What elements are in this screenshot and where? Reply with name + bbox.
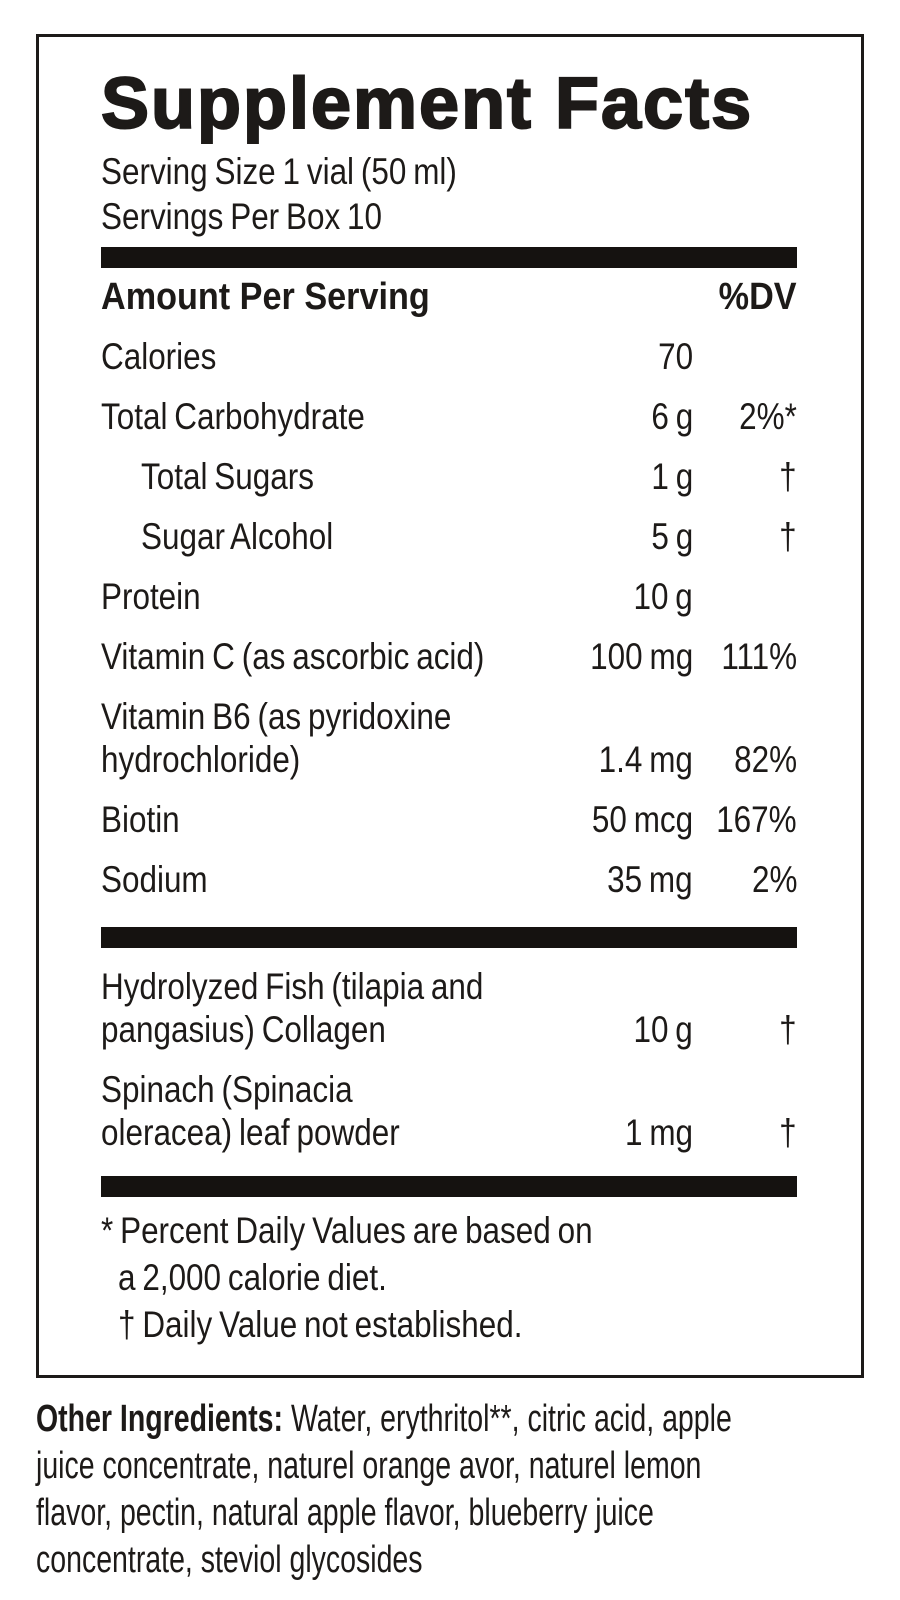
divider-bar-middle	[101, 927, 797, 948]
row-sugar-alcohol: Sugar Alcohol 5 g †	[101, 515, 797, 558]
row-total-sugars: Total Sugars 1 g †	[101, 455, 797, 498]
row-biotin: Biotin 50 mcg 167%	[101, 798, 797, 841]
nutrient-name: Vitamin B6 (as pyridoxine hydrochloride)	[101, 696, 452, 780]
nutrient-amount: 10 g	[633, 576, 693, 617]
nutrient-name: Hydrolyzed Fish (tilapia and pangasius) …	[101, 966, 484, 1050]
nutrient-dv: 167%	[716, 799, 797, 840]
nutrient-amount: 1.4 mg	[598, 739, 693, 780]
footnote-not-established: † Daily Value not established.	[118, 1304, 523, 1345]
nutrient-amount: 100 mg	[589, 636, 693, 677]
row-fish-collagen: Hydrolyzed Fish (tilapia and pangasius) …	[101, 965, 797, 1051]
divider-bar-bottom	[101, 1176, 797, 1197]
panel-title: Supplement Facts	[100, 63, 754, 145]
nutrient-amount: 1 mg	[624, 1112, 693, 1153]
divider-bar-top	[101, 247, 797, 268]
row-vitamin-c: Vitamin C (as ascorbic acid) 100 mg 111%	[101, 635, 797, 678]
serving-info: Serving Size 1 vial (50 ml) Servings Per…	[101, 149, 797, 239]
supplement-facts-panel: Supplement Facts Serving Size 1 vial (50…	[36, 34, 864, 1378]
nutrient-name: Total Carbohydrate	[101, 396, 365, 437]
nutrient-name: Sugar Alcohol	[141, 516, 334, 557]
nutrient-dv: †	[779, 456, 797, 497]
other-ingredients-text: Water, erythritol**, citric acid, apple …	[36, 1398, 732, 1581]
nutrient-dv: †	[779, 1112, 797, 1153]
nutrient-amount: 6 g	[651, 396, 693, 437]
nutrient-name: Total Sugars	[141, 456, 314, 497]
nutrient-amount: 70	[658, 336, 693, 377]
percent-dv-header: %DV	[719, 276, 797, 318]
nutrient-dv: †	[779, 1009, 797, 1050]
row-sodium: Sodium 35 mg 2%	[101, 858, 797, 901]
nutrient-amount: 50 mcg	[591, 799, 693, 840]
other-ingredients-label: Other Ingredients:	[36, 1398, 284, 1440]
nutrient-amount: 5 g	[651, 516, 693, 557]
row-vitamin-b6: Vitamin B6 (as pyridoxine hydrochloride)…	[101, 695, 797, 781]
footnotes: * Percent Daily Values are based on a 2,…	[101, 1207, 797, 1348]
other-ingredients: Other Ingredients: Water, erythritol**, …	[36, 1396, 900, 1584]
footnote-daily-values: * Percent Daily Values are based on a 2,…	[101, 1210, 593, 1298]
nutrient-amount: 10 g	[633, 1009, 693, 1050]
row-total-carbohydrate: Total Carbohydrate 6 g 2%*	[101, 395, 797, 438]
nutrient-name: Sodium	[101, 859, 208, 900]
nutrient-name: Vitamin C (as ascorbic acid)	[101, 636, 485, 677]
servings-per-box: Servings Per Box 10	[101, 194, 797, 239]
column-header-row: Amount Per Serving %DV	[101, 276, 797, 318]
serving-size-text: Serving Size 1 vial (50 ml)	[101, 151, 457, 192]
nutrient-name: Spinach (Spinacia oleracea) leaf powder	[101, 1069, 400, 1153]
nutrient-dv: 2%	[751, 859, 797, 900]
row-protein: Protein 10 g	[101, 575, 797, 618]
nutrient-name: Biotin	[101, 799, 180, 840]
nutrient-dv: 2%*	[739, 396, 797, 437]
nutrient-amount: 1 g	[651, 456, 693, 497]
servings-per-box-text: Servings Per Box 10	[101, 196, 383, 237]
nutrient-dv: 111%	[721, 636, 797, 677]
row-calories: Calories 70	[101, 335, 797, 378]
row-spinach-leaf-powder: Spinach (Spinacia oleracea) leaf powder …	[101, 1068, 797, 1154]
serving-size: Serving Size 1 vial (50 ml)	[101, 149, 797, 194]
nutrient-amount: 35 mg	[607, 859, 693, 900]
amount-per-serving-header: Amount Per Serving	[101, 276, 430, 318]
nutrient-dv: 82%	[734, 739, 797, 780]
nutrient-name: Protein	[101, 576, 201, 617]
nutrient-name: Calories	[101, 336, 217, 377]
nutrient-dv: †	[779, 516, 797, 557]
